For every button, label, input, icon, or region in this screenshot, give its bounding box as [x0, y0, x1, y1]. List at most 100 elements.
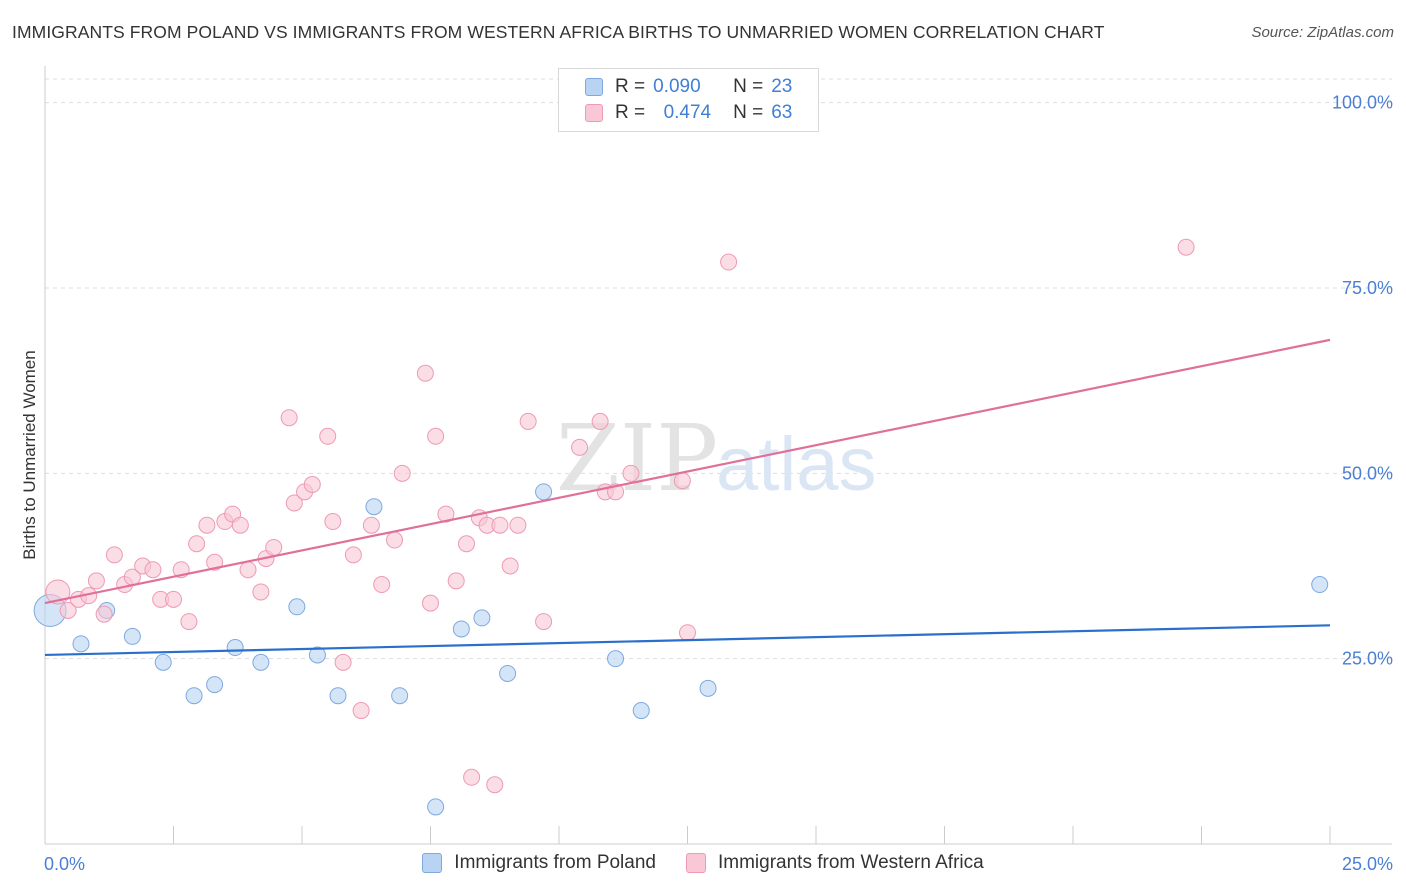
point-wafrica: [509, 516, 527, 534]
point-wafrica: [285, 494, 303, 512]
point-poland: [391, 687, 409, 705]
point-wafrica: [571, 438, 589, 456]
legend-r-value-poland: 0.090: [653, 76, 701, 97]
point-poland: [329, 687, 347, 705]
series-legend-wafrica: Immigrants from Western Africa: [685, 852, 984, 874]
point-wafrica: [165, 590, 182, 608]
point-wafrica: [673, 472, 691, 490]
x-tick-label: 0.0%: [44, 854, 85, 874]
series-legend-label-wafrica: Immigrants from Western Africa: [717, 852, 984, 873]
legend-n-label: N =: [733, 102, 764, 123]
point-poland: [72, 635, 90, 653]
legend-n-value-poland: 23: [771, 76, 793, 97]
point-wafrica: [180, 613, 198, 631]
point-wafrica: [427, 427, 445, 445]
point-wafrica: [373, 576, 391, 594]
point-poland: [607, 650, 625, 668]
point-wafrica: [344, 546, 362, 564]
point-wafrica: [447, 572, 465, 590]
point-poland: [632, 702, 650, 720]
point-wafrica: [393, 464, 411, 482]
point-wafrica: [416, 364, 434, 382]
y-tick-label: 25.0%: [1342, 649, 1393, 669]
watermark-atlas: atlas: [716, 422, 877, 507]
x-tick-label: 25.0%: [1342, 854, 1393, 874]
series-legend: Immigrants from Poland Immigrants from W…: [0, 852, 1406, 874]
y-axis-label: Births to Unmarried Women: [20, 350, 39, 559]
y-tick-label: 75.0%: [1342, 278, 1393, 298]
point-poland: [535, 483, 553, 501]
point-wafrica: [334, 653, 352, 671]
point-poland: [699, 679, 717, 697]
trendline-wafrica: [44, 338, 1331, 605]
watermark-zip: ZIP: [556, 405, 718, 512]
point-wafrica: [491, 516, 509, 534]
point-poland: [185, 687, 203, 705]
point-wafrica: [535, 613, 553, 631]
point-wafrica: [231, 516, 249, 534]
watermark: ZIP atlas: [556, 405, 877, 512]
legend-r-value-wafrica: 0.474: [663, 102, 712, 123]
point-wafrica: [457, 535, 475, 553]
point-poland: [123, 627, 141, 645]
point-wafrica: [319, 427, 337, 445]
point-wafrica: [1177, 238, 1195, 256]
series-legend-swatch-wafrica: [685, 853, 706, 873]
point-poland: [473, 609, 491, 627]
point-poland: [154, 653, 172, 671]
point-wafrica: [362, 516, 380, 534]
y-tick-label: 100.0%: [1332, 93, 1393, 113]
series-legend-poland: Immigrants from Poland: [422, 852, 656, 874]
point-wafrica: [239, 561, 257, 579]
series-poland-points: [33, 483, 1329, 816]
point-poland: [288, 598, 306, 616]
series-wafrica-points: [45, 238, 1195, 794]
legend-n-value-wafrica: 63: [771, 102, 793, 123]
point-poland: [206, 676, 224, 694]
point-wafrica: [87, 572, 105, 590]
point-wafrica: [95, 605, 113, 623]
chart-title: IMMIGRANTS FROM POLAND VS IMMIGRANTS FRO…: [12, 22, 1105, 42]
point-wafrica: [679, 624, 696, 642]
legend-swatch-poland: [585, 78, 603, 96]
axes: [44, 66, 1392, 845]
series-legend-swatch-poland: [422, 853, 443, 873]
point-wafrica: [59, 601, 77, 619]
point-poland: [365, 498, 383, 516]
y-tick-label: 50.0%: [1342, 463, 1393, 483]
trendlines: [44, 338, 1331, 657]
legend-r-label: R =: [615, 76, 646, 97]
point-wafrica: [352, 702, 370, 720]
point-wafrica: [252, 583, 270, 601]
legend-row-wafrica: R = 0.474 N = 63: [585, 101, 792, 125]
point-wafrica: [519, 412, 537, 430]
correlation-legend: R = 0.090 N = 23 R = 0.474 N = 63: [558, 68, 819, 132]
legend-r-label: R =: [615, 102, 646, 123]
source-credit: Source: ZipAtlas.com: [1251, 24, 1394, 41]
point-wafrica: [437, 505, 455, 523]
tick-labels: 25.0% 50.0% 75.0% 100.0% 0.0% 25.0%: [44, 93, 1393, 874]
point-poland: [1311, 576, 1329, 594]
point-wafrica: [303, 475, 321, 493]
point-wafrica: [591, 412, 609, 430]
point-wafrica: [463, 768, 481, 786]
point-wafrica: [486, 776, 504, 794]
point-poland: [499, 664, 517, 682]
point-wafrica: [501, 557, 519, 575]
point-wafrica: [265, 538, 283, 556]
point-wafrica: [720, 253, 738, 271]
series-legend-label-poland: Immigrants from Poland: [454, 852, 656, 873]
point-wafrica: [188, 535, 206, 553]
legend-swatch-wafrica: [585, 104, 603, 122]
point-poland: [427, 798, 445, 816]
point-wafrica: [144, 561, 162, 579]
trendline-poland: [44, 624, 1331, 657]
point-poland: [308, 646, 326, 664]
point-wafrica: [324, 513, 342, 531]
point-wafrica: [622, 464, 640, 482]
point-wafrica: [105, 546, 123, 564]
point-wafrica: [206, 553, 224, 571]
point-poland: [252, 653, 270, 671]
point-wafrica: [280, 409, 298, 427]
